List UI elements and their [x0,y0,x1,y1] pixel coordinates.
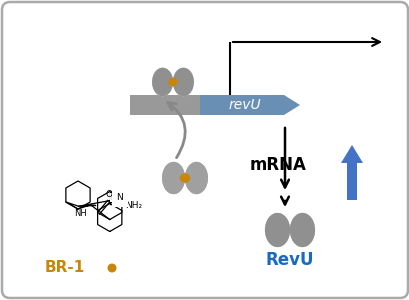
Bar [130,95,200,115]
Ellipse shape [289,213,314,247]
Ellipse shape [162,162,184,194]
Ellipse shape [107,263,116,272]
Text: BR-1: BR-1 [45,260,85,275]
Text: O: O [105,190,112,199]
FancyBboxPatch shape [2,2,407,298]
Ellipse shape [184,162,207,194]
Text: N: N [110,193,117,202]
Text: NH₂: NH₂ [125,201,142,210]
Ellipse shape [152,68,173,96]
Ellipse shape [173,68,193,96]
Ellipse shape [264,213,290,247]
Ellipse shape [168,78,178,86]
Ellipse shape [184,162,207,194]
Ellipse shape [289,213,314,247]
Text: RevU: RevU [265,251,313,269]
Ellipse shape [152,68,173,96]
Text: mRNA: mRNA [249,156,306,174]
Ellipse shape [173,68,193,96]
Ellipse shape [173,68,193,96]
Ellipse shape [264,213,290,247]
Ellipse shape [179,173,190,183]
Text: N: N [116,193,123,202]
Ellipse shape [264,213,290,247]
Ellipse shape [184,162,207,194]
FancyArrow shape [340,145,362,200]
Text: NH: NH [74,209,87,218]
Ellipse shape [289,213,314,247]
Ellipse shape [162,162,184,194]
FancyArrow shape [200,95,299,115]
Ellipse shape [162,162,184,194]
FancyArrowPatch shape [167,102,185,158]
Ellipse shape [152,68,173,96]
Text: revU: revU [228,98,261,112]
